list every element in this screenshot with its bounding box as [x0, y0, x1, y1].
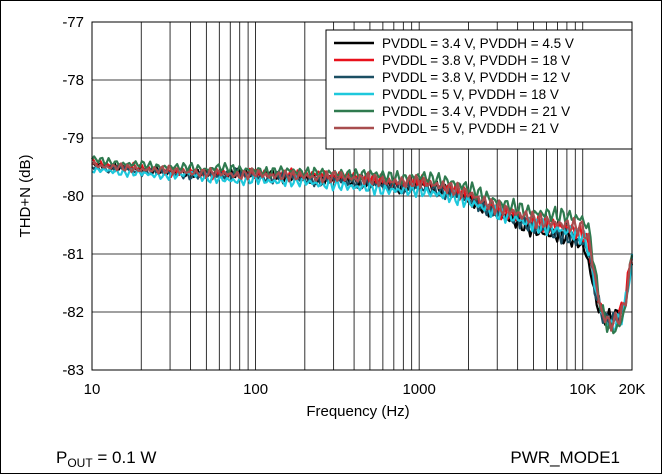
- y-tick-label: -77: [62, 14, 84, 31]
- series-line: [91, 157, 634, 325]
- x-tick-label: 100: [243, 381, 268, 398]
- y-tick-label: -78: [62, 72, 84, 89]
- series-lines: [91, 155, 634, 335]
- legend: PVDDL = 3.4 V, PVDDH = 4.5 V PVDDL = 3.8 …: [325, 29, 633, 150]
- legend-label: PVDDL = 3.8 V, PVDDH = 12 V: [382, 70, 570, 85]
- y-tick-label: -81: [62, 246, 84, 263]
- legend-label: PVDDL = 5 V, PVDDH = 18 V: [382, 87, 559, 102]
- y-tick-label: -80: [62, 188, 84, 205]
- y-tick-label: -82: [62, 304, 84, 321]
- legend-label: PVDDL = 3.4 V, PVDDH = 4.5 V: [382, 36, 574, 51]
- x-tick-label: 1000: [402, 381, 435, 398]
- power-condition-label: POUT = 0.1 W: [56, 448, 156, 470]
- legend-label: PVDDL = 5 V, PVDDH = 21 V: [382, 121, 559, 136]
- x-tick-label: 10: [84, 381, 101, 398]
- condition-value: = 0.1 W: [92, 448, 157, 467]
- series-line: [91, 160, 634, 332]
- x-tick-labels: 10 100 1000 10K 20K: [84, 381, 646, 398]
- legend-box: [325, 29, 633, 150]
- y-tick-labels: -77 -78 -79 -80 -81 -82 -83: [62, 14, 84, 379]
- plot-border: [91, 21, 633, 371]
- y-axis-label: THD+N (dB): [17, 155, 34, 238]
- x-tick-label: 10K: [569, 381, 596, 398]
- legend-label: PVDDL = 3.4 V, PVDDH = 21 V: [382, 104, 570, 119]
- series-line: [91, 166, 634, 331]
- x-axis-label: Frequency (Hz): [306, 403, 409, 420]
- y-tick-label: -79: [62, 130, 84, 147]
- condition-subscript: OUT: [67, 456, 93, 470]
- series-line: [91, 155, 634, 335]
- series-line: [91, 163, 634, 329]
- legend-label: PVDDL = 3.8 V, PVDDH = 18 V: [382, 53, 570, 68]
- power-mode-label: PWR_MODE1: [510, 448, 620, 467]
- condition-prefix: P: [56, 448, 68, 467]
- x-tick-label: 20K: [619, 381, 646, 398]
- y-tick-label: -83: [62, 362, 84, 379]
